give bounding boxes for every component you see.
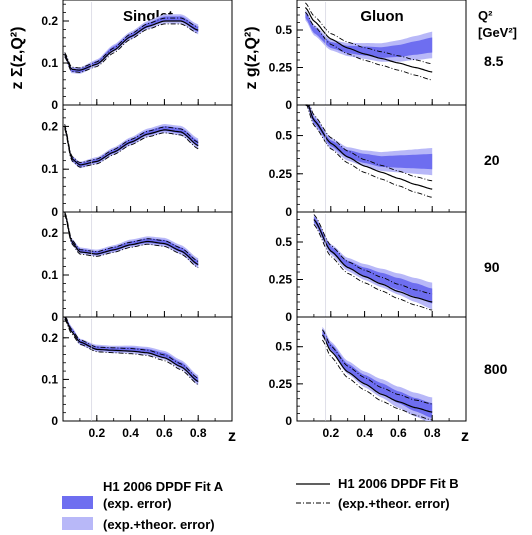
legend-fit-a-exp: (exp. error) (103, 496, 172, 511)
singlet-q2-20-y-tick-label: 0 (51, 205, 58, 219)
gluon-q2-20-fit-b-upper-line (305, 104, 433, 182)
gluon-q2-800-x-tick-label: 0.2 (322, 426, 339, 440)
singlet-x-axis-label: z (228, 428, 236, 445)
q2-header: Q² (478, 8, 493, 23)
singlet-q2-20-fit-b-upper-line (64, 124, 199, 164)
singlet-q2-20-y-tick-label: 0.2 (41, 119, 58, 133)
singlet-q2-90-fit-b-lower-line (64, 213, 199, 268)
gluon-q2-800-y-tick-label: 0.25 (269, 377, 293, 391)
singlet-q2-20-exp-error-band (64, 124, 199, 167)
q2-value-row2: 20 (484, 152, 500, 168)
legend: H1 2006 DPDF Fit A (exp. error) (exp.+th… (62, 476, 459, 532)
singlet-q2-90-y-tick-label: 0.2 (41, 226, 58, 240)
singlet-q2-90-y-tick-label: 0.1 (41, 268, 58, 282)
singlet-q2-90-frame (62, 211, 233, 318)
singlet-q2-90-theo-error-band (64, 212, 199, 269)
singlet-y-axis-label: z Σ(z,Q²) (9, 27, 26, 90)
gluon-q2-90-fit-b-lower-line (313, 224, 433, 311)
gluon-q2-20-y-tick-label: 0 (285, 205, 292, 219)
singlet-q2-800-fit-b-upper-line (64, 316, 199, 379)
q2-value-row3: 90 (484, 259, 500, 275)
gluon-q2-800-y-tick-label: 0.5 (275, 340, 292, 354)
singlet-q2-8.5-fit-b-upper-line (64, 17, 199, 69)
gluon-q2-20-fit-b-line (305, 104, 433, 190)
singlet-q2-8.5-y-tick-label: 0 (51, 98, 58, 112)
singlet-q2-20-frame (62, 104, 233, 213)
gluon-q2-800-x-tick-label: 0.4 (356, 426, 373, 440)
gluon-q2-90-y-tick-label: 0.5 (275, 235, 292, 249)
gluon-q2-800-fit-b-line (321, 334, 433, 413)
gluon-q2-20-fit-b-lower-line (305, 104, 433, 198)
legend-fit-a-title: H1 2006 DPDF Fit A (103, 479, 224, 494)
gluon-q2-800-x-tick-label: 0.6 (390, 426, 407, 440)
singlet-q2-90-fit-b-upper-line (64, 211, 199, 262)
singlet-q2-20-fit-b-lower-line (64, 128, 199, 168)
gluon-x-axis-label: z (461, 428, 469, 445)
singlet-q2-8.5-y-tick-label: 0.1 (41, 56, 58, 70)
gluon-q2-800-x-tick-label: 0.8 (424, 426, 441, 440)
panels: 0 0.1 0.2 0 0.25 0.5 0 0.1 0.2 0 0.25 0.5 0 0.1 0.2 0 0.… (41, 0, 467, 440)
gluon-q2-800-fit-b-lower-line (322, 339, 433, 421)
gluon-q2-8.5-fit-b-upper-line (305, 2, 433, 65)
q2-unit: [GeV²] (478, 25, 517, 40)
legend-exp-error-swatch (62, 496, 93, 509)
gluon-q2-8.5-fit-b-lower-line (305, 11, 433, 81)
singlet-q2-800-fit-b-lower-line (64, 318, 199, 385)
gluon-q2-800-frame (296, 316, 467, 422)
q2-value-row4: 800 (484, 361, 508, 377)
gluon-q2-90-y-tick-label: 0.25 (269, 273, 293, 287)
singlet-q2-800-x-tick-label: 0.4 (122, 426, 139, 440)
gluon-q2-90-fit-b-line (313, 219, 433, 303)
gluon-q2-90-fit-b-upper-line (313, 214, 433, 295)
gluon-q2-800-fit-b-upper-line (322, 329, 433, 405)
singlet-q2-90-fit-b-line (64, 211, 199, 266)
legend-fit-a-theo: (exp.+theor. error) (103, 517, 215, 532)
legend-theo-error-swatch (62, 517, 93, 530)
singlet-q2-800-fit-b-line (64, 316, 199, 383)
singlet-q2-20-y-tick-label: 0.1 (41, 162, 58, 176)
gluon-q2-800-y-tick-label: 0 (285, 414, 292, 428)
singlet-q2-800-exp-error-band (64, 317, 199, 383)
gluon-q2-8.5-y-tick-label: 0.25 (269, 61, 293, 75)
singlet-q2-800-y-tick-label: 0 (51, 414, 58, 428)
singlet-q2-800-y-tick-label: 0.2 (41, 331, 58, 345)
singlet-q2-800-x-tick-label: 0.6 (156, 426, 173, 440)
gluon-q2-8.5-exp-error-band (305, 12, 433, 58)
singlet-q2-8.5-fit-b-line (64, 20, 199, 71)
singlet-q2-8.5-fit-b-lower-line (64, 23, 199, 73)
gluon-q2-90-frame (296, 211, 467, 318)
gluon-q2-90-y-tick-label: 0 (285, 310, 292, 324)
q2-value-row1: 8.5 (484, 53, 504, 69)
gluon-q2-20-exp-error-band (305, 105, 433, 170)
gluon-q2-8.5-y-tick-label: 0 (285, 98, 292, 112)
legend-fit-b-title: H1 2006 DPDF Fit B (338, 476, 459, 491)
legend-fit-b-theo: (exp.+theor. error) (338, 496, 450, 511)
singlet-q2-800-frame (62, 316, 233, 422)
singlet-q2-8.5-y-tick-label: 0.2 (41, 14, 58, 28)
gluon-title: Gluon (360, 8, 403, 25)
gluon-q2-20-y-tick-label: 0.25 (269, 167, 293, 181)
gluon-q2-8.5-y-tick-label: 0.5 (275, 23, 292, 37)
singlet-q2-90-y-tick-label: 0 (51, 310, 58, 324)
gluon-y-axis-label: z g(z,Q²) (243, 26, 260, 89)
gluon-q2-800-exp-error-band (322, 328, 433, 418)
singlet-q2-800-x-tick-label: 0.2 (88, 426, 105, 440)
singlet-q2-90-exp-error-band (64, 212, 199, 266)
singlet-q2-20-theo-error-band (64, 123, 199, 169)
gluon-q2-20-y-tick-label: 0.5 (275, 129, 292, 143)
singlet-q2-800-x-tick-label: 0.8 (190, 426, 207, 440)
singlet-q2-20-fit-b-line (64, 126, 199, 166)
singlet-q2-800-y-tick-label: 0.1 (41, 372, 58, 386)
gluon-q2-8.5-fit-b-line (304, 7, 433, 73)
gluon-q2-90-exp-error-band (313, 216, 433, 304)
